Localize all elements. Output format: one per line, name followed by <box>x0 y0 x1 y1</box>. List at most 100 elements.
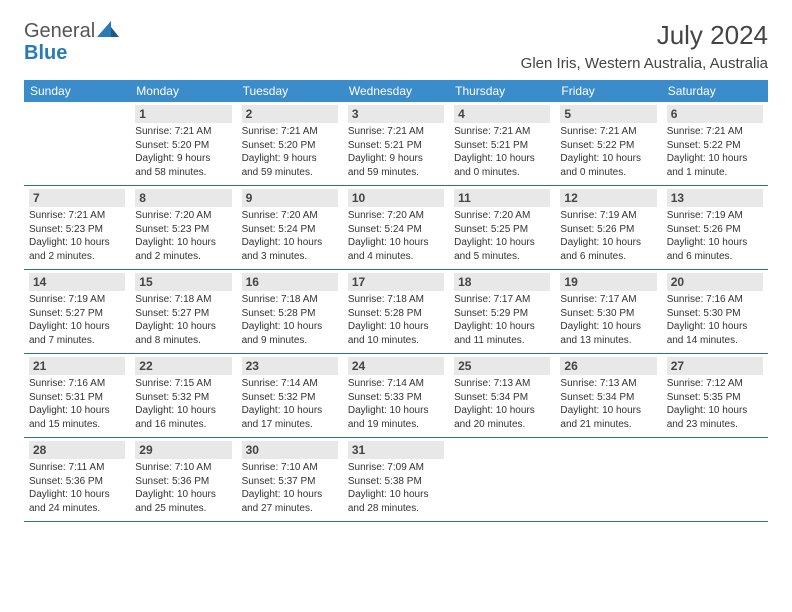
sunset-text: Sunset: 5:37 PM <box>242 475 338 489</box>
day-events: Sunrise: 7:21 AMSunset: 5:20 PMDaylight:… <box>242 125 338 179</box>
day-events: Sunrise: 7:16 AMSunset: 5:31 PMDaylight:… <box>29 377 125 431</box>
day-cell: 28Sunrise: 7:11 AMSunset: 5:36 PMDayligh… <box>24 438 130 522</box>
sunrise-text: Sunrise: 7:21 AM <box>454 125 550 139</box>
sunrise-text: Sunrise: 7:17 AM <box>454 293 550 307</box>
day-cell: 16Sunrise: 7:18 AMSunset: 5:28 PMDayligh… <box>237 270 343 354</box>
day-number: 6 <box>667 105 763 123</box>
day-events: Sunrise: 7:21 AMSunset: 5:22 PMDaylight:… <box>667 125 763 179</box>
day-number: 2 <box>242 105 338 123</box>
sunrise-text: Sunrise: 7:18 AM <box>242 293 338 307</box>
sunrise-text: Sunrise: 7:17 AM <box>560 293 656 307</box>
sunset-text: Sunset: 5:38 PM <box>348 475 444 489</box>
day-number: 26 <box>560 357 656 375</box>
daylight-text-1: Daylight: 10 hours <box>454 236 550 250</box>
daylight-text-2: and 11 minutes. <box>454 334 550 348</box>
day-cell: 6 Sunrise: 7:21 AMSunset: 5:22 PMDaylight… <box>662 102 768 186</box>
day-events: Sunrise: 7:10 AMSunset: 5:37 PMDaylight:… <box>242 461 338 515</box>
sunset-text: Sunset: 5:20 PM <box>135 139 231 153</box>
daylight-text-1: Daylight: 10 hours <box>242 320 338 334</box>
day-events: Sunrise: 7:18 AMSunset: 5:28 PMDaylight:… <box>348 293 444 347</box>
sunset-text: Sunset: 5:36 PM <box>135 475 231 489</box>
week-row: 14 Sunrise: 7:19 AMSunset: 5:27 PMDayligh… <box>24 270 768 354</box>
sunset-text: Sunset: 5:21 PM <box>348 139 444 153</box>
dayhead-mon: Monday <box>130 80 236 102</box>
daylight-text-1: Daylight: 10 hours <box>560 236 656 250</box>
sunrise-text: Sunrise: 7:21 AM <box>348 125 444 139</box>
sunrise-text: Sunrise: 7:09 AM <box>348 461 444 475</box>
day-number: 17 <box>348 273 444 291</box>
sunrise-text: Sunrise: 7:10 AM <box>135 461 231 475</box>
day-cell <box>662 438 768 522</box>
daylight-text-2: and 59 minutes. <box>348 166 444 180</box>
daylight-text-1: Daylight: 10 hours <box>560 404 656 418</box>
sunrise-text: Sunrise: 7:15 AM <box>135 377 231 391</box>
day-events: Sunrise: 7:19 AMSunset: 5:26 PMDaylight:… <box>667 209 763 263</box>
daylight-text-1: Daylight: 10 hours <box>560 320 656 334</box>
daylight-text-2: and 27 minutes. <box>242 502 338 516</box>
daylight-text-2: and 17 minutes. <box>242 418 338 432</box>
sunset-text: Sunset: 5:23 PM <box>135 223 231 237</box>
day-cell: 13Sunrise: 7:19 AMSunset: 5:26 PMDayligh… <box>662 186 768 270</box>
day-events: Sunrise: 7:14 AMSunset: 5:32 PMDaylight:… <box>242 377 338 431</box>
daylight-text-1: Daylight: 9 hours <box>348 152 444 166</box>
day-cell: 17 Sunrise: 7:18 AMSunset: 5:28 PMDayligh… <box>343 270 449 354</box>
sunrise-text: Sunrise: 7:19 AM <box>29 293 125 307</box>
day-cell: 15Sunrise: 7:18 AMSunset: 5:27 PMDayligh… <box>130 270 236 354</box>
day-number: 14 <box>29 273 125 291</box>
day-cell: 23Sunrise: 7:14 AMSunset: 5:32 PMDayligh… <box>237 354 343 438</box>
day-number: 28 <box>29 441 125 459</box>
daylight-text-2: and 9 minutes. <box>242 334 338 348</box>
daylight-text-1: Daylight: 10 hours <box>242 236 338 250</box>
sunset-text: Sunset: 5:25 PM <box>454 223 550 237</box>
week-row: 28 Sunrise: 7:11 AM Sunset: 5:36 PMDayligh… <box>24 438 768 522</box>
day-cell: 30 Sunrise: 7:10 AMSunset: 5:37 PMDayligh… <box>237 438 343 522</box>
month-title: July 2024 <box>521 20 768 51</box>
logo-triangle-icon <box>97 21 119 42</box>
day-cell: 21 Sunrise: 7:16 AMSunset: 5:31 PMDayligh… <box>24 354 130 438</box>
day-number: 25 <box>454 357 550 375</box>
daylight-text-1: Daylight: 10 hours <box>135 488 231 502</box>
day-number: 30 <box>242 441 338 459</box>
day-events: Sunrise: 7:21 AMSunset: 5:21 PMDaylight:… <box>454 125 550 179</box>
sunset-text: Sunset: 5:26 PM <box>560 223 656 237</box>
week-row: 21 Sunrise: 7:16 AMSunset: 5:31 PMDayligh… <box>24 354 768 438</box>
daylight-text-1: Daylight: 10 hours <box>29 320 125 334</box>
daylight-text-1: Daylight: 9 hours <box>135 152 231 166</box>
day-cell: 8Sunrise: 7:20 AMSunset: 5:23 PMDaylight… <box>130 186 236 270</box>
sunset-text: Sunset: 5:32 PM <box>135 391 231 405</box>
day-events: Sunrise: 7:20 AMSunset: 5:23 PMDaylight:… <box>135 209 231 263</box>
day-cell: 19Sunrise: 7:17 AMSunset: 5:30 PMDayligh… <box>555 270 661 354</box>
day-cell <box>24 102 130 186</box>
daylight-text-2: and 4 minutes. <box>348 250 444 264</box>
sunrise-text: Sunrise: 7:21 AM <box>242 125 338 139</box>
day-cell: 18Sunrise: 7:17 AMSunset: 5:29 PMDayligh… <box>449 270 555 354</box>
day-events: Sunrise: 7:21 AMSunset: 5:23 PMDaylight:… <box>29 209 125 263</box>
sunrise-text: Sunrise: 7:11 AM <box>29 461 125 475</box>
daylight-text-2: and 2 minutes. <box>135 250 231 264</box>
day-number: 21 <box>29 357 125 375</box>
sunset-text: Sunset: 5:32 PM <box>242 391 338 405</box>
daylight-text-1: Daylight: 10 hours <box>454 320 550 334</box>
day-number: 20 <box>667 273 763 291</box>
day-events: Sunrise: 7:15 AMSunset: 5:32 PMDaylight:… <box>135 377 231 431</box>
day-number: 31 <box>348 441 444 459</box>
daylight-text-2: and 6 minutes. <box>667 250 763 264</box>
daylight-text-2: and 13 minutes. <box>560 334 656 348</box>
day-cell: 22Sunrise: 7:15 AMSunset: 5:32 PMDayligh… <box>130 354 236 438</box>
day-events: Sunrise: 7:20 AMSunset: 5:24 PMDaylight:… <box>242 209 338 263</box>
sunset-text: Sunset: 5:29 PM <box>454 307 550 321</box>
sunset-text: Sunset: 5:24 PM <box>242 223 338 237</box>
day-events: Sunrise: 7:09 AMSunset: 5:38 PMDaylight:… <box>348 461 444 515</box>
daylight-text-1: Daylight: 10 hours <box>348 236 444 250</box>
day-cell: 10Sunrise: 7:20 AMSunset: 5:24 PMDayligh… <box>343 186 449 270</box>
sunrise-text: Sunrise: 7:20 AM <box>348 209 444 223</box>
day-cell: 3Sunrise: 7:21 AMSunset: 5:21 PMDaylight… <box>343 102 449 186</box>
day-events: Sunrise: 7:20 AMSunset: 5:24 PMDaylight:… <box>348 209 444 263</box>
day-cell: 2 Sunrise: 7:21 AMSunset: 5:20 PMDaylight… <box>237 102 343 186</box>
sunrise-text: Sunrise: 7:16 AM <box>667 293 763 307</box>
sunrise-text: Sunrise: 7:19 AM <box>560 209 656 223</box>
day-events: Sunrise: 7:14 AMSunset: 5:33 PMDaylight:… <box>348 377 444 431</box>
sunset-text: Sunset: 5:30 PM <box>667 307 763 321</box>
day-events: Sunrise: 7:19 AMSunset: 5:27 PMDaylight:… <box>29 293 125 347</box>
sunset-text: Sunset: 5:28 PM <box>242 307 338 321</box>
